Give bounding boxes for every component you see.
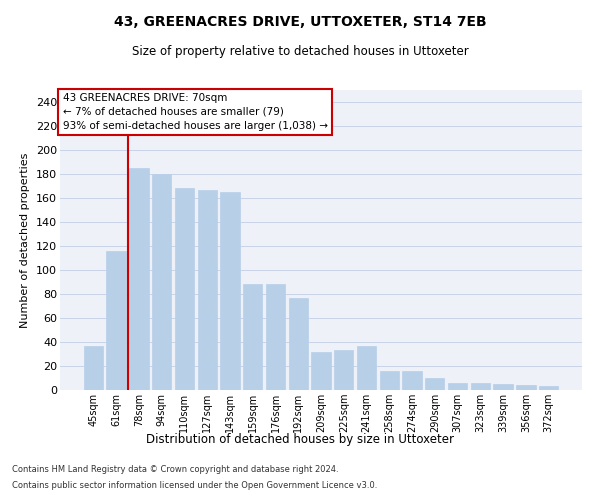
Bar [197,190,217,390]
Y-axis label: Number of detached properties: Number of detached properties [20,152,31,328]
Text: 43 GREENACRES DRIVE: 70sqm
← 7% of detached houses are smaller (79)
93% of semi-: 43 GREENACRES DRIVE: 70sqm ← 7% of detac… [62,93,328,131]
Text: Size of property relative to detached houses in Uttoxeter: Size of property relative to detached ho… [131,45,469,58]
Bar [220,192,239,390]
Bar [289,298,308,390]
Bar [311,352,331,390]
Bar [425,378,445,390]
Text: Distribution of detached houses by size in Uttoxeter: Distribution of detached houses by size … [146,432,454,446]
Bar [357,346,376,390]
Text: 43, GREENACRES DRIVE, UTTOXETER, ST14 7EB: 43, GREENACRES DRIVE, UTTOXETER, ST14 7E… [113,15,487,29]
Bar [152,174,172,390]
Bar [84,346,103,390]
Bar [129,168,149,390]
Bar [493,384,513,390]
Bar [448,383,467,390]
Bar [266,284,285,390]
Bar [470,383,490,390]
Text: Contains HM Land Registry data © Crown copyright and database right 2024.: Contains HM Land Registry data © Crown c… [12,466,338,474]
Bar [334,350,353,390]
Bar [243,284,262,390]
Bar [106,251,126,390]
Bar [380,371,399,390]
Text: Contains public sector information licensed under the Open Government Licence v3: Contains public sector information licen… [12,480,377,490]
Bar [516,385,536,390]
Bar [403,371,422,390]
Bar [539,386,558,390]
Bar [175,188,194,390]
